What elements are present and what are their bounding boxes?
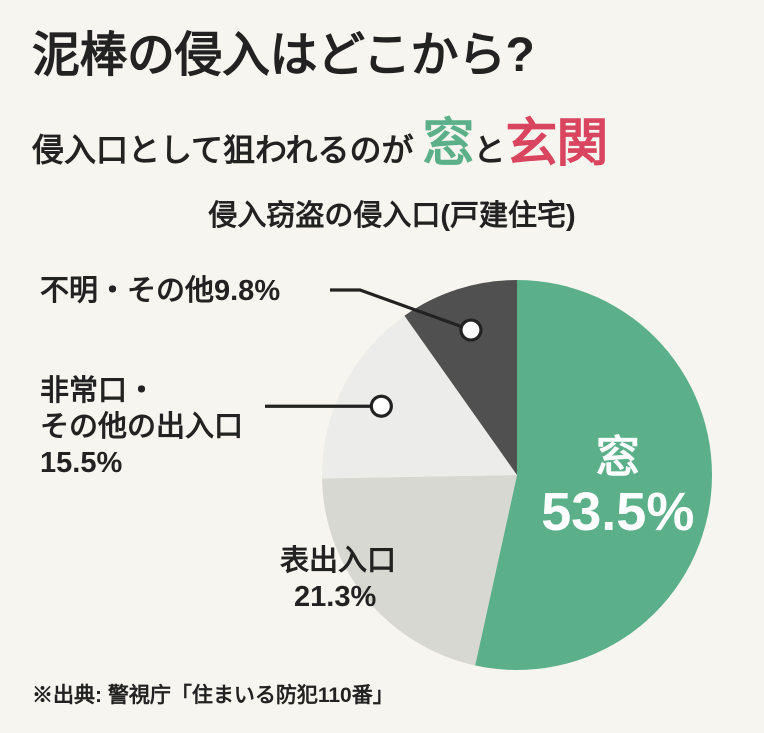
pie-callout-label: 15.5%: [40, 447, 122, 479]
pie-inside-label: 窓: [596, 433, 640, 482]
pie-callout-label: 非常口・: [40, 374, 156, 407]
pie-callout-label: 表出入口: [280, 544, 396, 577]
main-title: 泥棒の侵入はどこから?: [32, 28, 732, 83]
chart-caption: 侵入窃盗の侵入口(戸建住宅): [52, 192, 732, 234]
source-footnote: ※出典: 警視庁「住まいる防犯110番」: [32, 679, 394, 709]
subtitle-and: と: [473, 132, 505, 168]
subtitle: 侵入口として狙われるのが 窓と玄関: [32, 101, 732, 176]
pie-callout-label: その他の出入口: [40, 410, 243, 443]
subtitle-emph-genkan: 玄関: [505, 115, 607, 173]
pie-chart: 窓53.5% 表出入口 21.3% 非常口・その他の出入口 15.5% 不明・その他9.8…: [0, 250, 764, 670]
pie-inside-percent: 53.5%: [541, 482, 694, 542]
subtitle-prefix: 侵入口として狙われるのが: [32, 132, 413, 168]
subtitle-emph-mado: 窓: [422, 115, 473, 173]
pie-callout-label: 21.3%: [294, 581, 376, 613]
pie-callout-label: 不明・その他9.8%: [40, 274, 280, 307]
